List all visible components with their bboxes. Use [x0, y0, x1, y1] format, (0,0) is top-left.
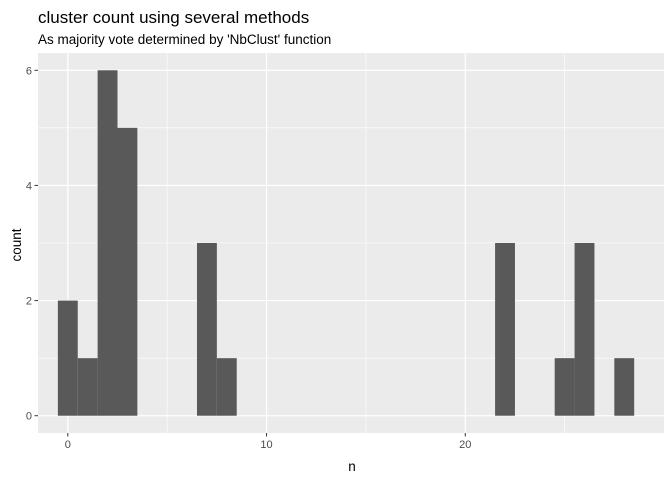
histogram-bar [97, 70, 118, 416]
y-tick-label: 2 [26, 296, 32, 308]
histogram-bar [495, 243, 515, 416]
histogram-bar [77, 358, 98, 416]
histogram-bar [216, 358, 237, 416]
histogram-bars [57, 70, 635, 416]
y-tick-label: 6 [26, 65, 32, 77]
histogram-bar [57, 300, 78, 416]
histogram-bar [117, 127, 138, 416]
x-axis-title: n [348, 459, 356, 474]
y-axis: 0 2 4 6 [26, 65, 38, 423]
chart-subtitle: As majority vote determined by 'NbClust'… [38, 32, 331, 47]
histogram-bar [614, 358, 635, 416]
y-tick-label: 0 [26, 411, 32, 423]
histogram-bar [574, 243, 595, 416]
chart-title: cluster count using several methods [38, 8, 309, 27]
histogram-bar [554, 358, 575, 416]
y-tick-label: 4 [26, 180, 32, 192]
y-axis-title: count [9, 228, 24, 261]
x-tick-label: 20 [459, 439, 471, 451]
x-tick-label: 0 [65, 439, 71, 451]
x-tick-label: 10 [260, 439, 272, 451]
histogram-bar [196, 243, 217, 416]
grid-minor-lines [38, 53, 664, 433]
x-axis: 0 10 20 [65, 433, 471, 451]
